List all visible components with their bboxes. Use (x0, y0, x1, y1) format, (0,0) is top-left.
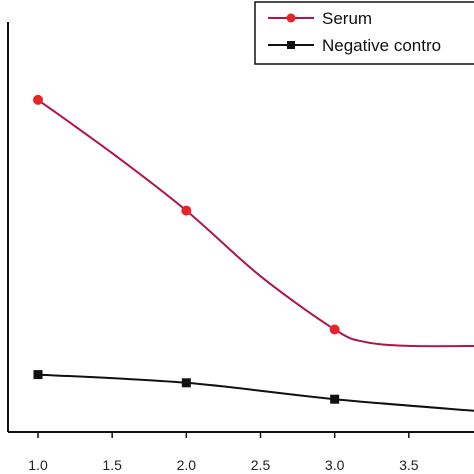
series-line-negative-control (37, 373, 474, 412)
x-tick-label: 2.5 (251, 457, 271, 473)
data-point-negative-control (181, 378, 191, 388)
x-tick-label: 1.5 (102, 457, 122, 473)
x-ticks: 1.0 1.5 2.0 2.5 3.0 3.5 (28, 432, 419, 473)
data-point-negative-control (330, 394, 340, 404)
plot-frame (7, 22, 474, 433)
x-tick-label: 3.0 (325, 457, 345, 473)
legend-marker-serum (286, 13, 296, 23)
data-point-serum (329, 324, 340, 335)
data-point-negative-control (33, 370, 43, 380)
legend-box (254, 1, 474, 65)
legend-label-serum: Serum (322, 9, 372, 28)
data-point-serum (181, 205, 192, 216)
series-layer (33, 94, 474, 412)
x-tick-label: 1.0 (28, 457, 48, 473)
legend-label-negative-control: Negative contro (322, 36, 441, 55)
x-tick-label: 2.0 (177, 457, 197, 473)
legend-marker-negative-control (287, 41, 295, 49)
legend: Serum Negative contro (254, 1, 474, 65)
series-line-serum (37, 99, 474, 348)
x-tick-label: 3.5 (399, 457, 419, 473)
data-point-serum (33, 94, 43, 105)
